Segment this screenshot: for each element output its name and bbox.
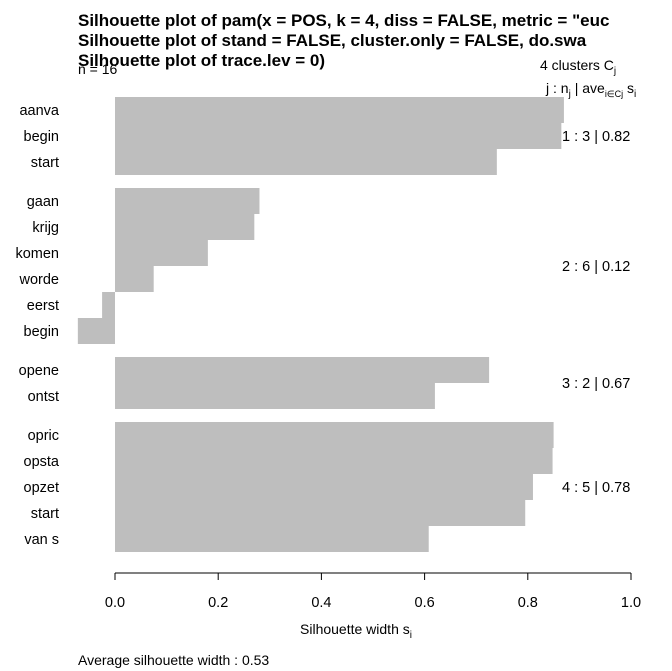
- row-label: worde: [19, 272, 60, 288]
- legend-header-ave-sub: i∈Cj: [605, 89, 623, 99]
- legend-header-j-sub: j: [568, 89, 571, 100]
- legend-header-j: j : n: [545, 80, 569, 96]
- x-tick-label: 0.0: [105, 595, 125, 611]
- x-axis-label: Silhouette width si: [300, 621, 412, 641]
- title-line-1: Silhouette plot of pam(x = POS, k = 4, d…: [78, 11, 609, 30]
- row-label: ontst: [28, 389, 59, 405]
- x-tick-label: 0.2: [208, 595, 228, 611]
- silhouette-bar: [102, 292, 115, 318]
- title-line-3: Silhouette plot of trace.lev = 0): [78, 51, 325, 70]
- silhouette-bar: [115, 474, 533, 500]
- silhouette-bar: [115, 149, 497, 175]
- row-label: aanva: [19, 103, 59, 119]
- x-axis-label-text: Silhouette width s: [300, 621, 410, 637]
- silhouette-bar: [115, 97, 564, 123]
- x-tick-label: 1.0: [621, 595, 641, 611]
- silhouette-bar: [115, 448, 553, 474]
- silhouette-bar: [115, 383, 435, 409]
- cluster-summary: 1 : 3 | 0.82: [562, 129, 630, 145]
- row-label: opene: [19, 363, 59, 379]
- legend-header-s-sub: i: [634, 89, 636, 100]
- row-label: opric: [28, 428, 59, 444]
- row-label: komen: [15, 246, 59, 262]
- chart-title: Silhouette plot of pam(x = POS, k = 4, d…: [78, 11, 609, 70]
- silhouette-bar: [115, 422, 554, 448]
- row-label: start: [31, 506, 59, 522]
- legend-header-s: s: [623, 80, 634, 96]
- clusters-header-text: 4 clusters C: [540, 57, 614, 73]
- silhouette-bar: [115, 214, 255, 240]
- silhouette-bar: [115, 357, 490, 383]
- x-axis: 0.0 0.2 0.4 0.6 0.8 1.0: [105, 572, 641, 611]
- x-tick-label: 0.4: [311, 595, 331, 611]
- x-axis-label-sub: i: [410, 630, 412, 641]
- average-silhouette-footer: Average silhouette width : 0.53: [78, 652, 269, 668]
- row-label: opzet: [24, 480, 59, 496]
- row-label: opsta: [24, 454, 60, 470]
- row-label: gaan: [27, 194, 59, 210]
- silhouette-bar: [115, 188, 260, 214]
- row-label: begin: [24, 324, 59, 340]
- cluster-summary: 4 : 5 | 0.78: [562, 480, 630, 496]
- n-label: n = 16: [78, 61, 118, 77]
- silhouette-bar: [115, 123, 562, 149]
- row-label: eerst: [27, 298, 59, 314]
- legend-header: j : nj | avei∈Cj si: [545, 80, 636, 100]
- row-label: van s: [24, 532, 59, 548]
- x-axis-ticks: 0.0 0.2 0.4 0.6 0.8 1.0: [105, 573, 641, 611]
- silhouette-bar: [115, 240, 208, 266]
- bars-group: [77, 97, 564, 552]
- cluster-summary: 3 : 2 | 0.67: [562, 376, 630, 392]
- x-tick-label: 0.8: [518, 595, 538, 611]
- silhouette-bar: [115, 266, 154, 292]
- row-labels-group: aanva begin start gaan krijg komen worde eerst b…: [15, 103, 59, 548]
- x-tick-label: 0.6: [415, 595, 435, 611]
- legend-header-ave: | ave: [571, 80, 605, 96]
- cluster-summary: 2 : 6 | 0.12: [562, 259, 630, 275]
- row-label: krijg: [32, 220, 59, 236]
- cluster-summaries-group: 1 : 3 | 0.82 2 : 6 | 0.12 3 : 2 | 0.67 4 : …: [562, 129, 630, 496]
- silhouette-bar: [115, 526, 429, 552]
- clusters-header: 4 clusters Cj: [540, 57, 616, 77]
- row-label: begin: [24, 129, 59, 145]
- title-line-2: Silhouette plot of stand = FALSE, cluste…: [78, 31, 587, 50]
- silhouette-bar: [115, 500, 526, 526]
- row-label: start: [31, 155, 59, 171]
- clusters-header-sub: j: [613, 66, 616, 77]
- silhouette-bar: [77, 318, 115, 344]
